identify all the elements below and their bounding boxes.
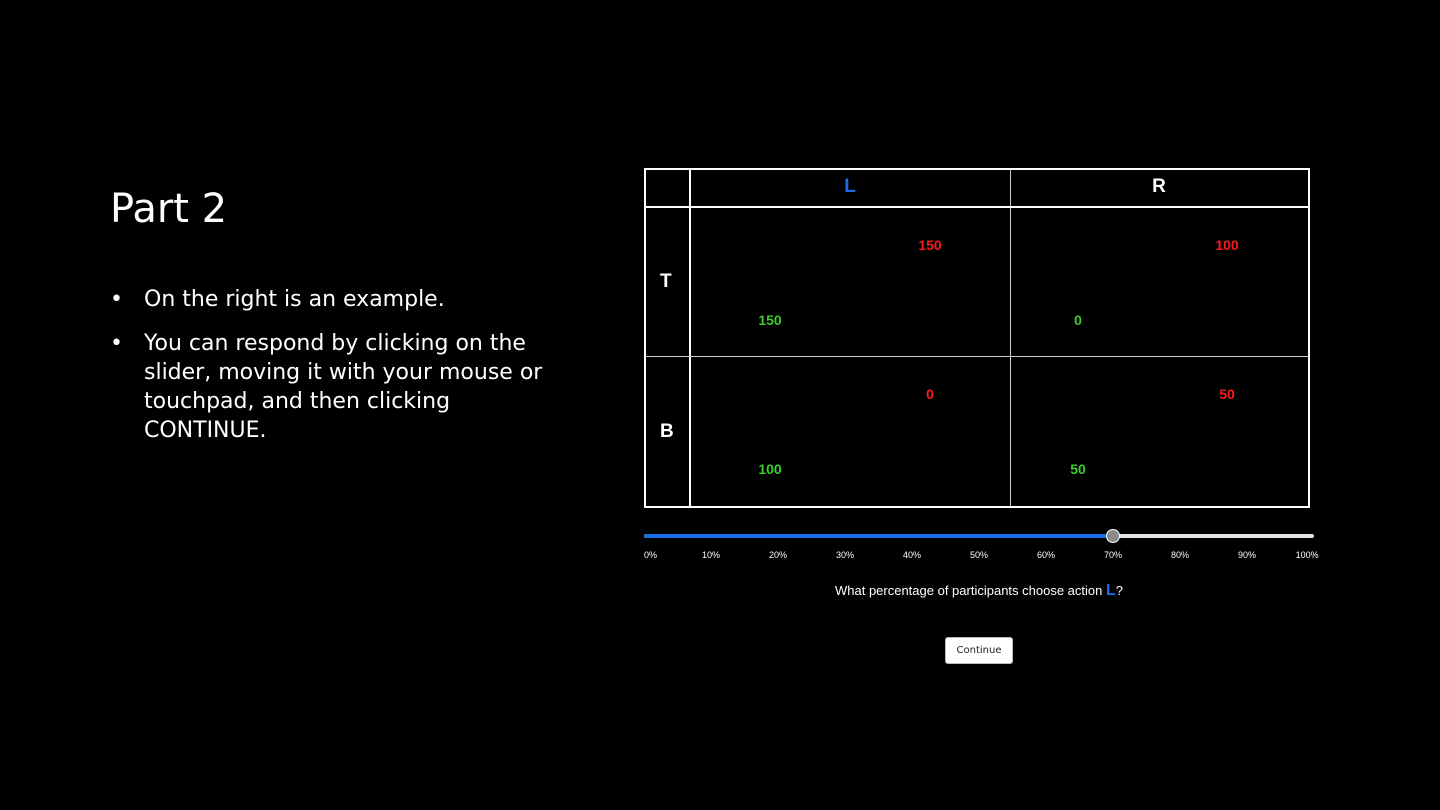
- slider-tick-label: 40%: [902, 550, 922, 560]
- payoff-b-r-row: 50: [1070, 461, 1086, 477]
- matrix-header-divider: [646, 206, 1308, 208]
- payoff-b-r-column: 50: [1219, 386, 1235, 402]
- question-action-label: L: [1105, 582, 1116, 599]
- row-header-b: B: [660, 421, 674, 442]
- slider-tick-label: 70%: [1103, 550, 1123, 560]
- payoff-b-l-column: 0: [926, 386, 934, 402]
- payoff-t-l-row: 150: [758, 312, 782, 328]
- payoff-matrix: L R T B 150 150 100 0 0 100 50 50: [644, 168, 1310, 508]
- instruction-list: • On the right is an example. • You can …: [110, 285, 560, 460]
- slider-tick-label: 0%: [644, 550, 658, 560]
- payoff-b-l-row: 100: [758, 461, 782, 477]
- bullet-marker: •: [110, 331, 123, 356]
- slider-thumb[interactable]: [1106, 529, 1120, 543]
- slider-tick-labels: 0% 10% 20% 30% 40% 50% 60% 70% 80% 90% 100%: [644, 550, 1319, 564]
- slider-tick-label: 10%: [701, 550, 721, 560]
- row-header-t: T: [660, 271, 672, 292]
- instruction-item: • You can respond by clicking on the sli…: [110, 329, 560, 445]
- instruction-item: • On the right is an example.: [110, 285, 560, 314]
- slider-tick-label: 50%: [969, 550, 989, 560]
- slider-tick-label: 20%: [768, 550, 788, 560]
- matrix-row-divider: [646, 356, 1308, 357]
- slider-tick-label: 80%: [1170, 550, 1190, 560]
- slider-fill: [644, 534, 1113, 538]
- slider-tick-label: 30%: [835, 550, 855, 560]
- slider-tick-label: 90%: [1237, 550, 1257, 560]
- slider-tick-label: 100%: [1295, 550, 1319, 560]
- percentage-slider[interactable]: [644, 528, 1314, 544]
- payoff-t-r-column: 100: [1215, 237, 1239, 253]
- matrix-column-divider: [1010, 170, 1011, 506]
- slide-title: Part 2: [110, 186, 228, 232]
- instruction-text: On the right is an example.: [144, 287, 445, 312]
- bullet-marker: •: [110, 287, 123, 312]
- column-header-r: R: [1152, 176, 1166, 197]
- question-text: What percentage of participants choose a…: [834, 583, 1106, 598]
- question-mark: ?: [1115, 583, 1123, 598]
- slider-tick-label: 60%: [1036, 550, 1056, 560]
- continue-button[interactable]: Continue: [945, 637, 1013, 664]
- matrix-row-header-divider: [689, 170, 691, 506]
- payoff-t-r-row: 0: [1074, 312, 1082, 328]
- slider-question: What percentage of participants choose a…: [644, 582, 1314, 600]
- payoff-t-l-column: 150: [918, 237, 942, 253]
- column-header-l: L: [844, 176, 856, 197]
- instruction-text: You can respond by clicking on the slide…: [144, 331, 543, 443]
